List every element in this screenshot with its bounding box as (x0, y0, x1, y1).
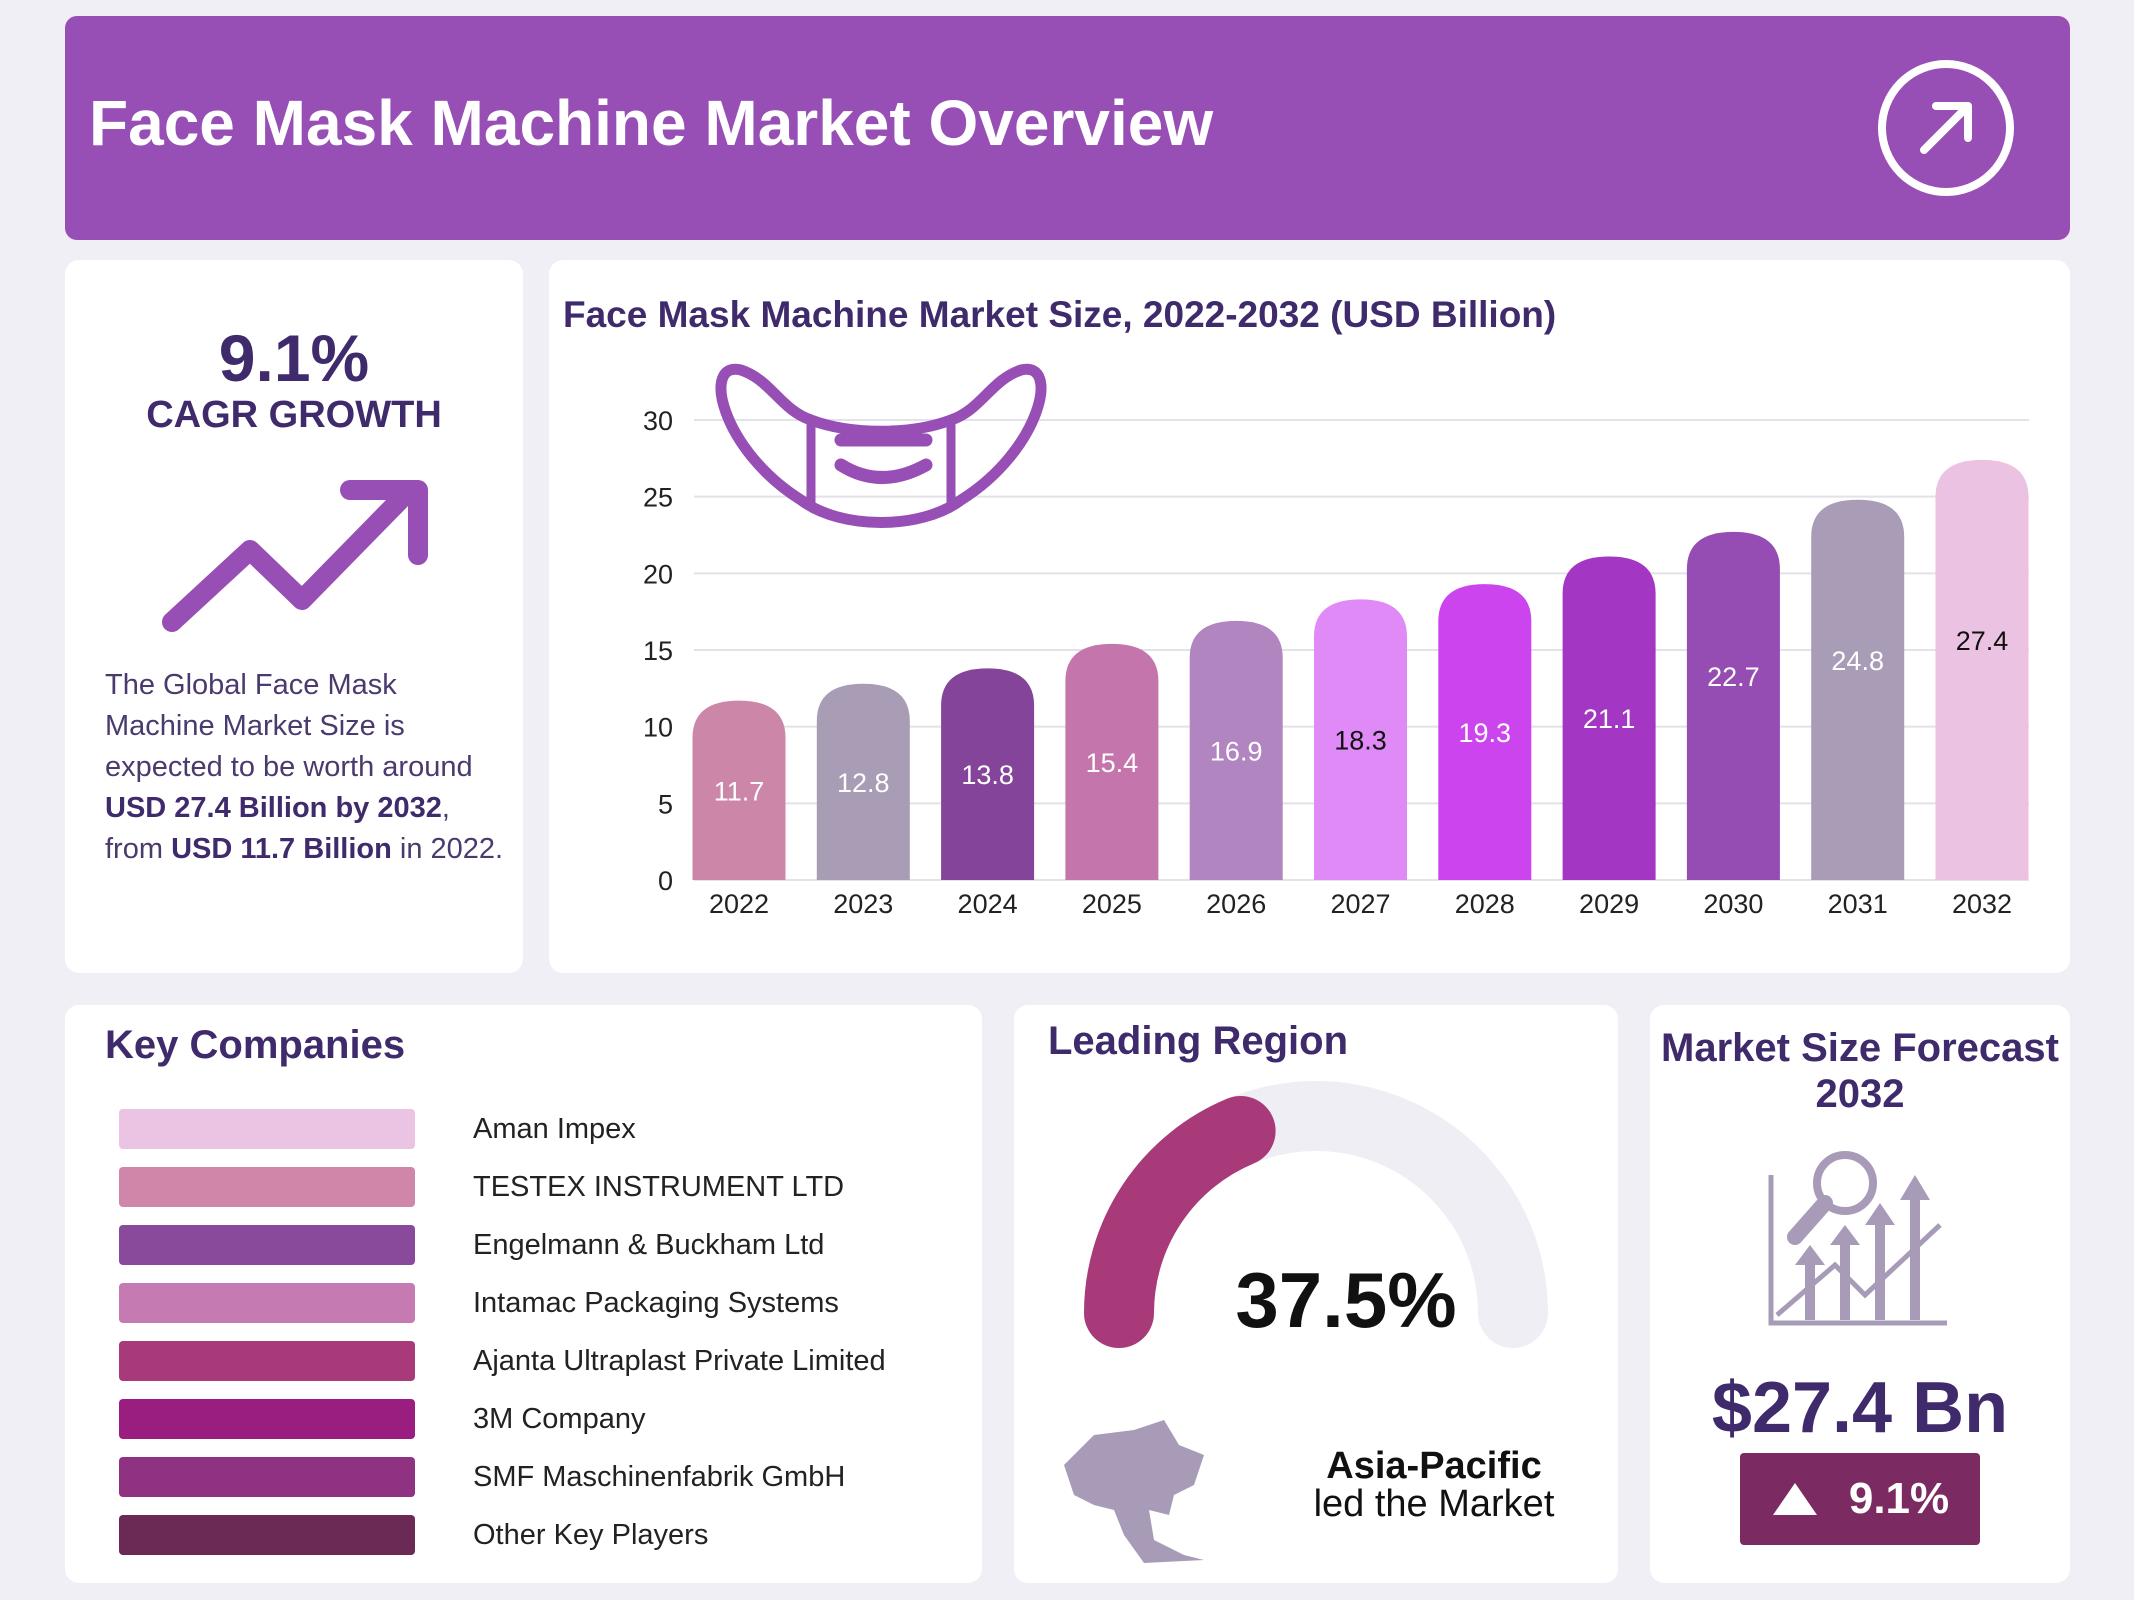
company-swatch (119, 1283, 415, 1323)
data-label: 13.8 (961, 760, 1014, 790)
x-tick-label: 2031 (1828, 889, 1888, 919)
y-tick-label: 0 (658, 866, 673, 896)
key-companies-title: Key Companies (105, 1023, 406, 1067)
data-label: 27.4 (1956, 626, 2009, 656)
forecast-value: $27.4 Bn (1711, 1368, 2009, 1448)
company-item: Engelmann & Buckham Ltd (119, 1225, 824, 1265)
x-tick-label: 2022 (709, 889, 769, 919)
forecast-title: Market Size Forecast 2032 (1661, 1026, 2059, 1116)
y-tick-label: 15 (643, 636, 673, 666)
region-gauge (1084, 1081, 1548, 1348)
company-item: Other Key Players (119, 1515, 708, 1555)
cagr-label: CAGR GROWTH (146, 394, 442, 436)
growth-badge: 9.1% (1740, 1453, 1980, 1545)
growth-value: 9.1% (1848, 1474, 1950, 1523)
bar (941, 668, 1035, 880)
trend-up-icon (162, 480, 428, 632)
data-label: 11.7 (714, 776, 765, 806)
company-item: TESTEX INSTRUMENT LTD (119, 1167, 844, 1207)
company-item: 3M Company (119, 1399, 645, 1439)
bar (1935, 459, 2029, 880)
y-tick-label: 5 (658, 789, 673, 819)
x-tick-label: 2028 (1455, 889, 1515, 919)
company-swatch (119, 1225, 415, 1265)
company-swatch (119, 1341, 415, 1381)
data-label: 12.8 (837, 768, 890, 798)
company-name: Intamac Packaging Systems (473, 1286, 839, 1319)
data-label: 21.1 (1583, 704, 1636, 734)
cagr-card: 9.1% CAGR GROWTH The Global Face Mask Ma… (65, 260, 523, 973)
company-name: Ajanta Ultraplast Private Limited (473, 1344, 886, 1377)
data-label: 16.9 (1210, 736, 1263, 766)
bar (816, 683, 910, 880)
x-tick-label: 2025 (1082, 889, 1142, 919)
company-swatch (119, 1109, 415, 1149)
company-swatch (119, 1399, 415, 1439)
page-title: Face Mask Machine Market Overview (89, 87, 1214, 159)
company-item: Aman Impex (119, 1109, 636, 1149)
bar (1562, 556, 1656, 880)
forecast-card: Market Size Forecast 2032 $27.4 Bn 9.1% (1650, 1005, 2070, 1583)
x-tick-label: 2030 (1703, 889, 1763, 919)
company-name: TESTEX INSTRUMENT LTD (473, 1170, 845, 1203)
bar (692, 700, 786, 880)
data-label: 19.3 (1459, 718, 1512, 748)
company-name: Other Key Players (473, 1518, 709, 1551)
leading-region-card: Leading Region 37.5% Asia-Pacific led th… (1014, 1005, 1618, 1583)
gauge-fill (1084, 1095, 1276, 1348)
chart-card: 0 5 10 15 20 25 30 11.7 2022 12.8 2023 13.8 2024 15.… (549, 260, 2070, 973)
company-swatch (119, 1457, 415, 1497)
company-name: Aman Impex (473, 1112, 636, 1145)
company-item: Ajanta Ultraplast Private Limited (119, 1341, 886, 1381)
company-item: SMF Maschinenfabrik GmbH (119, 1457, 845, 1497)
bar (1686, 531, 1780, 880)
y-tick-label: 20 (643, 559, 673, 589)
asia-map-icon (1064, 1420, 1204, 1563)
data-label: 15.4 (1086, 748, 1139, 778)
bar (1065, 643, 1159, 880)
y-tick-label: 30 (643, 406, 673, 436)
company-name: Engelmann & Buckham Ltd (473, 1228, 825, 1261)
key-companies-card: Key Companies Aman Impex TESTEX INSTRUMEN… (65, 1005, 982, 1583)
company-name: 3M Company (473, 1402, 646, 1435)
company-item: Intamac Packaging Systems (119, 1283, 839, 1323)
region-subtitle: led the Market (1313, 1483, 1555, 1525)
company-swatch (119, 1515, 415, 1555)
chart-title: Face Mask Machine Market Size, 2022-2032… (563, 294, 1557, 335)
x-tick-label: 2024 (958, 889, 1018, 919)
arrow-up-right-circle-icon[interactable] (1876, 58, 2016, 198)
market-analysis-icon (1768, 1151, 1947, 1326)
data-label: 18.3 (1334, 726, 1387, 756)
region-share: 37.5% (1235, 1256, 1457, 1344)
cagr-value: 9.1% (218, 321, 370, 395)
bar (1314, 599, 1407, 880)
data-label: 24.8 (1831, 646, 1884, 676)
bar (1189, 620, 1283, 880)
company-swatch (119, 1167, 415, 1207)
x-tick-label: 2026 (1206, 889, 1266, 919)
y-tick-label: 10 (643, 713, 673, 743)
bar (1811, 499, 1905, 880)
y-tick-label: 25 (643, 483, 673, 513)
company-name: SMF Maschinenfabrik GmbH (473, 1460, 846, 1493)
mask-icon (715, 363, 1047, 528)
header-banner: Face Mask Machine Market Overview (65, 16, 2070, 240)
x-tick-label: 2023 (833, 889, 893, 919)
data-label: 22.7 (1707, 662, 1760, 692)
leading-region-title: Leading Region (1048, 1019, 1348, 1063)
x-tick-label: 2027 (1330, 889, 1390, 919)
region-name: Asia-Pacific (1326, 1445, 1542, 1487)
triangle-up-icon (1772, 1483, 1817, 1515)
x-tick-label: 2029 (1579, 889, 1639, 919)
bar (1438, 584, 1532, 880)
x-tick-label: 2032 (1952, 889, 2012, 919)
cagr-description: The Global Face Mask Machine Market Size… (105, 669, 504, 865)
